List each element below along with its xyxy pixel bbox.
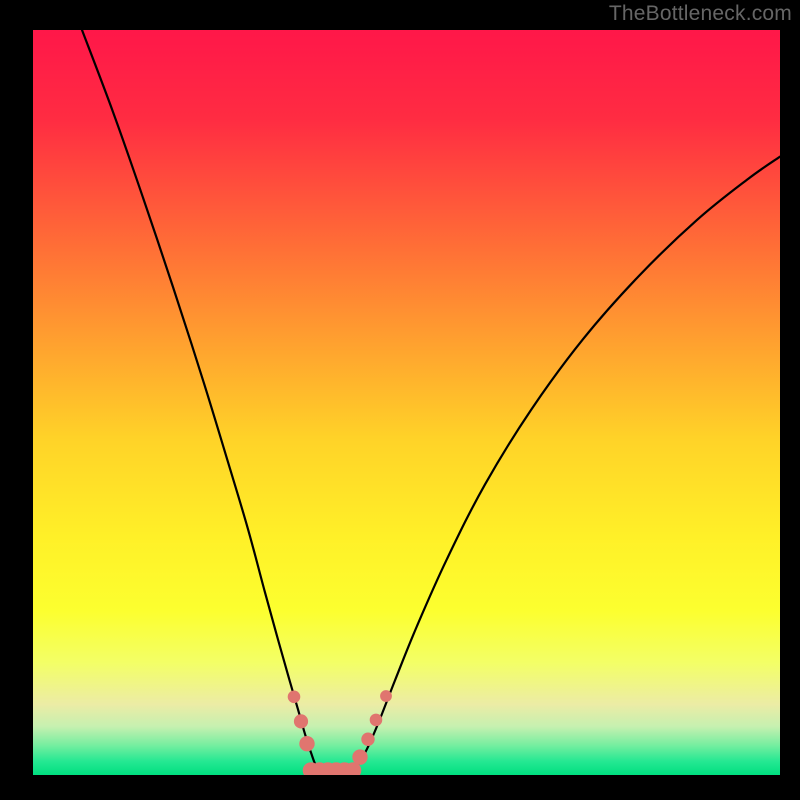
gradient-background (33, 30, 780, 775)
chart-svg (33, 30, 780, 775)
marker-dot (353, 750, 367, 764)
watermark-text: TheBottleneck.com (609, 2, 792, 26)
marker-dot (362, 733, 374, 745)
marker-dot (288, 691, 300, 703)
marker-dot (381, 691, 392, 702)
marker-dot (300, 737, 314, 751)
marker-dot (370, 714, 382, 726)
marker-dot (294, 715, 307, 728)
plot-area (33, 30, 780, 775)
